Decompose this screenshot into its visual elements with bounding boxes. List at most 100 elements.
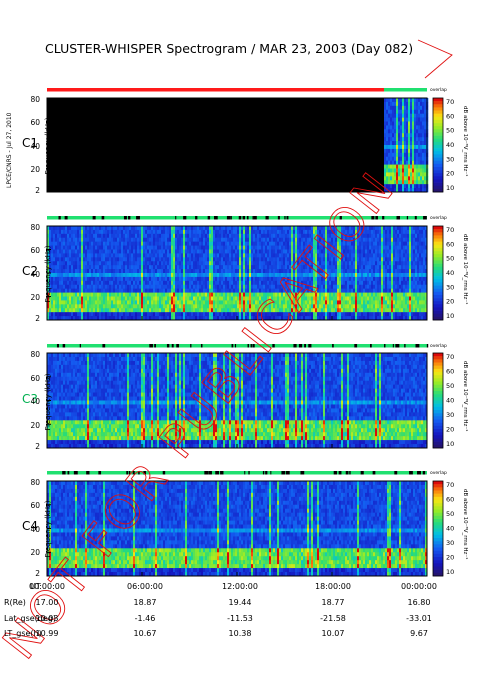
- spectrogram-cell: [79, 284, 82, 289]
- spectrogram-cell: [77, 253, 80, 258]
- spectrogram-cell: [259, 300, 262, 305]
- spectrogram-cell: [297, 280, 300, 286]
- spectrogram-cell: [251, 296, 254, 301]
- spectrogram-cell: [237, 269, 240, 274]
- spectrogram-cell: [155, 312, 158, 317]
- spectrogram-cell: [416, 145, 419, 150]
- spectrogram-cell: [177, 276, 180, 282]
- spectrogram-cell: [57, 245, 60, 250]
- spectrogram-cell: [323, 273, 326, 278]
- spectrogram-cell: [207, 233, 210, 239]
- spectrogram-cell: [83, 233, 86, 239]
- spectrogram-cell: [259, 312, 262, 317]
- spectrogram-cell: [388, 125, 391, 130]
- spectrogram-cell: [229, 229, 232, 235]
- spectrogram-cell: [123, 284, 126, 289]
- spectrogram-cell: [359, 249, 362, 254]
- spectrogram-cell: [123, 269, 126, 274]
- status-bar-c2-gap: [101, 216, 105, 220]
- spectrogram-cell: [225, 245, 228, 250]
- spectrogram-cell: [135, 237, 138, 242]
- spectrogram-cell: [395, 241, 398, 246]
- spectrogram-cell: [247, 237, 250, 242]
- spectrogram-cell: [315, 280, 318, 286]
- spectrogram-cell: [313, 226, 316, 231]
- spectrogram-cell: [416, 160, 419, 165]
- spectrogram-cell: [259, 229, 262, 235]
- spectrogram-cell: [388, 156, 391, 161]
- spectrogram-cell: [173, 257, 176, 262]
- spectrogram-cell: [105, 237, 108, 242]
- spectrogram-cell: [151, 237, 154, 242]
- spectrogram-cell: [401, 257, 404, 262]
- spectrogram-cell: [145, 292, 148, 297]
- spectrogram-cell: [399, 312, 402, 317]
- spectrogram-cell: [323, 233, 326, 239]
- spectrogram-cell: [271, 269, 274, 274]
- spectrogram-cell: [235, 226, 238, 231]
- spectrogram-cell: [175, 300, 178, 305]
- spectrogram-cell: [137, 312, 140, 317]
- spectrogram-cell: [241, 241, 244, 246]
- spectrogram-cell: [405, 226, 408, 231]
- spectrogram-cell: [345, 284, 348, 289]
- spectrogram-cell: [103, 253, 106, 258]
- spectrogram-cell: [295, 245, 298, 250]
- spectrogram-cell: [406, 101, 409, 107]
- spectrogram-cell: [181, 316, 184, 321]
- spectrogram-cell: [331, 276, 334, 282]
- spectrogram-cell: [231, 304, 234, 309]
- spectrogram-cell: [412, 172, 415, 177]
- spectrogram-cell: [139, 316, 142, 321]
- spectrogram-cell: [321, 308, 324, 313]
- spectrogram-cell: [255, 249, 258, 254]
- spectrogram-cell: [105, 312, 108, 317]
- spectrogram-cell: [339, 237, 342, 242]
- spectrogram-cell: [257, 265, 260, 270]
- spectrogram-cell: [151, 269, 154, 274]
- status-bar-c3-gap: [176, 344, 179, 348]
- spectrogram-cell: [51, 304, 54, 309]
- spectrogram-cell: [99, 269, 102, 274]
- spectrogram-cell: [89, 308, 92, 313]
- spectrogram-cell: [51, 233, 54, 239]
- spectrogram-cell: [253, 257, 256, 262]
- spectrogram-cell: [61, 312, 64, 317]
- spectrogram-cell: [383, 241, 386, 246]
- spectrogram-cell: [269, 296, 272, 301]
- spectrogram-cell: [343, 284, 346, 289]
- spectrogram-cell: [79, 304, 82, 309]
- spectrogram-cell: [93, 300, 96, 305]
- spectrogram-cell: [215, 292, 218, 297]
- spectrogram-cell: [155, 300, 158, 305]
- spectrogram-cell: [73, 229, 76, 235]
- spectrogram-cell: [175, 273, 178, 278]
- spectrogram-cell: [363, 265, 366, 270]
- spectrogram-cell: [390, 156, 393, 161]
- status-bar-c2: [47, 216, 427, 220]
- spectrogram-cell: [321, 284, 324, 289]
- spectrogram-cell: [402, 148, 405, 154]
- spectrogram-cell: [343, 253, 346, 258]
- spectrogram-cell: [420, 156, 423, 161]
- spectrogram-cell: [394, 188, 397, 193]
- spectrogram-cell: [279, 304, 282, 309]
- spectrogram-cell: [209, 237, 212, 242]
- spectrogram-cell: [119, 288, 122, 293]
- spectrogram-cell: [408, 176, 411, 181]
- spectrogram-cell: [145, 261, 148, 266]
- spectrogram-cell: [285, 229, 288, 235]
- spectrogram-cell: [404, 148, 407, 154]
- spectrogram-cell: [115, 269, 118, 274]
- spectrogram-cell: [396, 156, 399, 161]
- spectrogram-cell: [67, 300, 70, 305]
- spectrogram-cell: [386, 148, 389, 154]
- spectrogram-cell: [65, 280, 68, 286]
- spectrogram-cell: [127, 257, 130, 262]
- spectrogram-cell: [101, 300, 104, 305]
- spectrogram-cell: [85, 316, 88, 321]
- spectrogram-cell: [325, 265, 328, 270]
- spectrogram-cell: [377, 300, 380, 305]
- spectrogram-cell: [383, 226, 386, 231]
- spectrogram-cell: [271, 241, 274, 246]
